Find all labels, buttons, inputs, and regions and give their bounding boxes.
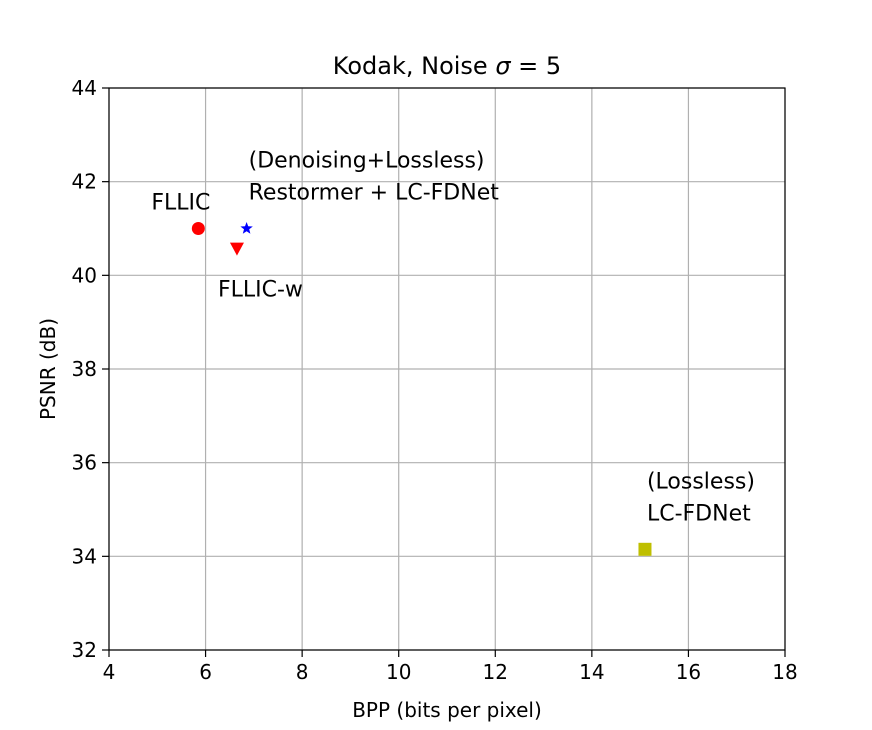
point-lc-fdnet	[638, 542, 652, 556]
y-tick-label: 38	[72, 357, 97, 381]
title-suffix: = 5	[511, 52, 562, 80]
point-label: LC-FDNet	[647, 501, 751, 526]
plot-frame	[108, 87, 786, 651]
title-prefix: Kodak, Noise	[333, 52, 496, 80]
x-axis-label: BPP (bits per pixel)	[352, 698, 542, 722]
point-label: (Denoising+Lossless)	[249, 149, 485, 174]
y-tick-label: 34	[72, 544, 97, 568]
x-tick-label: 10	[386, 660, 411, 684]
y-tick-label: 42	[72, 170, 97, 194]
y-tick-label: 36	[72, 451, 97, 475]
data-points: FLLIC FLLIC-w (Denoising+Lossless) Restorme…	[151, 149, 755, 556]
x-tick-label: 6	[199, 660, 212, 684]
y-tick-label: 44	[72, 76, 97, 100]
x-tick-label: 12	[483, 660, 508, 684]
axis-ticks: 4 6 8 10 12 14 16 18 32 34 36 38 40 42 44	[72, 76, 798, 684]
x-tick-label: 16	[676, 660, 701, 684]
point-label: FLLIC	[151, 191, 210, 216]
point-label: FLLIC-w	[218, 278, 303, 303]
grid	[108, 87, 786, 651]
x-tick-label: 18	[772, 660, 797, 684]
point-label: Restormer + LC-FDNet	[249, 181, 500, 206]
point-fllic	[191, 222, 205, 235]
title-sigma: σ	[495, 52, 511, 80]
x-tick-label: 14	[579, 660, 604, 684]
point-label: (Lossless)	[647, 469, 755, 494]
y-tick-label: 40	[72, 263, 97, 287]
point-fllic-w	[229, 242, 244, 256]
x-tick-label: 4	[103, 660, 116, 684]
chart-title: Kodak, Noise σ = 5	[333, 52, 561, 80]
point-restormer-lc-fdnet	[240, 222, 253, 234]
y-axis-label: PSNR (dB)	[36, 318, 60, 420]
x-tick-label: 8	[296, 660, 309, 684]
y-tick-label: 32	[72, 638, 97, 662]
